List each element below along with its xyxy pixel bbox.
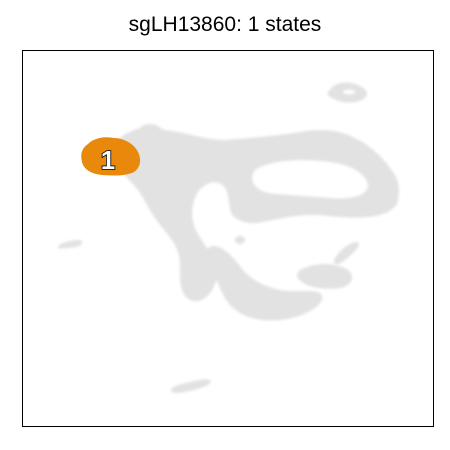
cluster-left-streak (58, 240, 83, 249)
cluster-lobe-c (138, 124, 162, 140)
cluster-main-upper (113, 127, 400, 302)
plot-frame (22, 50, 434, 427)
chart-title: sgLH13860: 1 states (128, 13, 322, 36)
cluster-lobe-b (362, 188, 398, 212)
cluster-lower-arc (204, 246, 323, 321)
cluster-right-streak (334, 241, 359, 265)
state-1-label: 1 (101, 145, 115, 175)
cluster-lower-right (297, 264, 353, 289)
cluster-lobe-a (210, 141, 270, 169)
cluster-top-ring (327, 82, 368, 103)
cluster-bottom-streak (170, 379, 211, 393)
cluster-small-dot (235, 236, 245, 244)
state-1-region (81, 137, 141, 176)
background-cells (58, 82, 400, 393)
highlighted-state-1: 1 (81, 137, 141, 176)
